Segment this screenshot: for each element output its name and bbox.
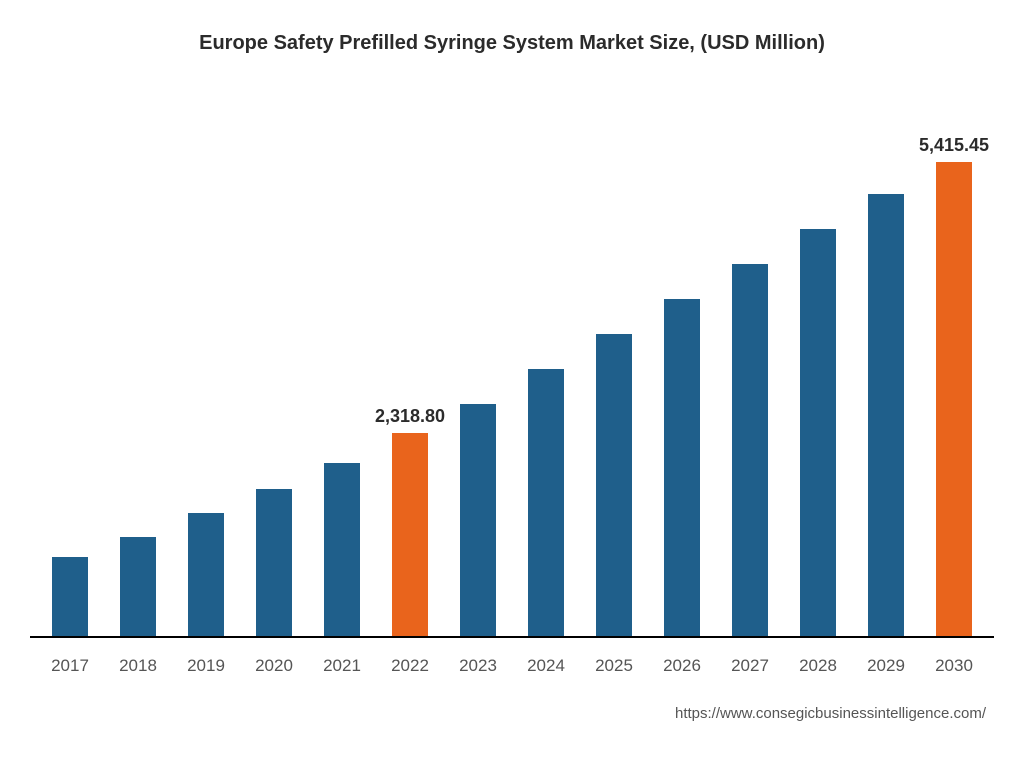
chart-container: Europe Safety Prefilled Syringe System M… xyxy=(0,0,1024,768)
bar xyxy=(256,489,292,636)
x-axis-label: 2026 xyxy=(648,656,716,676)
bar xyxy=(936,162,972,636)
chart-title: Europe Safety Prefilled Syringe System M… xyxy=(0,32,1024,55)
bar-slot xyxy=(36,130,104,636)
x-axis-label: 2022 xyxy=(376,656,444,676)
bar-slot: 2,318.80 xyxy=(376,130,444,636)
x-axis-line xyxy=(30,636,994,638)
bar xyxy=(800,229,836,636)
bar xyxy=(460,404,496,636)
x-axis-label: 2021 xyxy=(308,656,376,676)
x-axis-label: 2030 xyxy=(920,656,988,676)
bar xyxy=(120,537,156,636)
bar-slot xyxy=(852,130,920,636)
bar-slot xyxy=(308,130,376,636)
source-url: https://www.consegicbusinessintelligence… xyxy=(675,705,986,722)
bar xyxy=(528,369,564,636)
bar-slot xyxy=(716,130,784,636)
bar-slot xyxy=(172,130,240,636)
bar-slot xyxy=(648,130,716,636)
x-axis-label: 2019 xyxy=(172,656,240,676)
x-axis-label: 2029 xyxy=(852,656,920,676)
bar xyxy=(188,513,224,636)
x-axis-label: 2017 xyxy=(36,656,104,676)
x-axis-label: 2020 xyxy=(240,656,308,676)
bars-group: 2,318.80 5,415.45 xyxy=(30,130,994,636)
x-axis-label: 2028 xyxy=(784,656,852,676)
bar-slot xyxy=(240,130,308,636)
bar xyxy=(664,299,700,636)
bar-slot xyxy=(104,130,172,636)
bar xyxy=(732,264,768,636)
x-axis-labels: 2017201820192020202120222023202420252026… xyxy=(30,656,994,676)
bar xyxy=(868,194,904,636)
bar-slot xyxy=(512,130,580,636)
x-axis-label: 2018 xyxy=(104,656,172,676)
x-axis-label: 2025 xyxy=(580,656,648,676)
bar-slot xyxy=(580,130,648,636)
bar xyxy=(324,463,360,636)
bar-slot: 5,415.45 xyxy=(920,130,988,636)
bar xyxy=(596,334,632,636)
bar-value-label: 2,318.80 xyxy=(375,406,445,427)
plot-area: 2,318.80 5,415.45 xyxy=(30,130,994,638)
x-axis-label: 2027 xyxy=(716,656,784,676)
bar-value-label: 5,415.45 xyxy=(919,135,989,156)
bar-slot xyxy=(444,130,512,636)
x-axis-label: 2024 xyxy=(512,656,580,676)
x-axis-label: 2023 xyxy=(444,656,512,676)
bar xyxy=(392,433,428,636)
bar-slot xyxy=(784,130,852,636)
bar xyxy=(52,557,88,636)
